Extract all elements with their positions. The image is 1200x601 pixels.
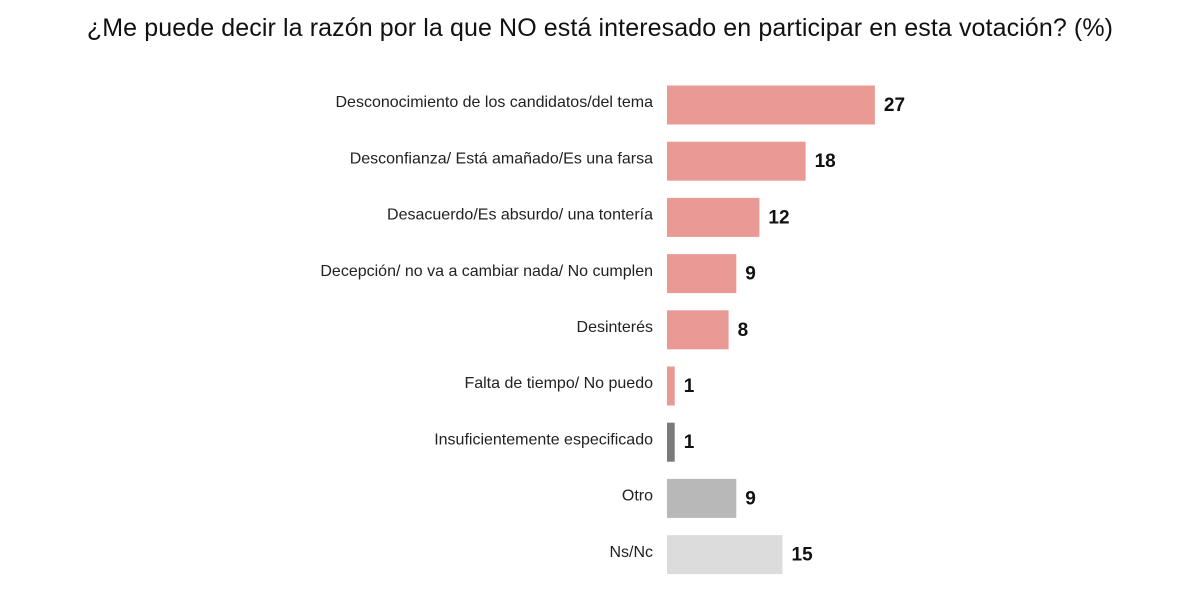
bar-7	[667, 422, 675, 462]
category-label-3: Desacuerdo/Es absurdo/ una tontería	[387, 207, 653, 224]
value-label-2: 18	[815, 151, 836, 172]
value-label-5: 8	[738, 320, 749, 341]
category-label-9: Ns/Nc	[609, 544, 653, 561]
value-label-9: 15	[792, 545, 814, 566]
bar-8	[667, 478, 737, 518]
bar-2	[667, 141, 806, 181]
category-label-4: Decepción/ no va a cambiar nada/ No cump…	[320, 263, 653, 280]
value-label-3: 12	[768, 207, 789, 228]
category-label-8: Otro	[622, 488, 653, 505]
value-label-1: 27	[884, 95, 905, 116]
bar-9	[667, 535, 783, 575]
bar-4	[667, 254, 737, 294]
category-label-5: Desinterés	[577, 319, 653, 336]
chart-title: ¿Me puede decir la razón por la que NO e…	[86, 14, 1114, 42]
value-label-8: 9	[745, 488, 756, 509]
value-label-4: 9	[745, 264, 756, 285]
bar-6	[667, 366, 675, 406]
bar-3	[667, 197, 760, 237]
category-label-6: Falta de tiempo/ No puedo	[464, 375, 653, 392]
bar-1	[667, 85, 875, 125]
category-label-7: Insuficientemente especificado	[434, 431, 653, 448]
bar-5	[667, 310, 729, 350]
value-label-7: 1	[684, 432, 695, 453]
category-label-1: Desconocimiento de los candidatos/del te…	[335, 94, 653, 111]
category-label-2: Desconfianza/ Está amañado/Es una farsa	[350, 150, 653, 167]
value-label-6: 1	[684, 376, 695, 397]
